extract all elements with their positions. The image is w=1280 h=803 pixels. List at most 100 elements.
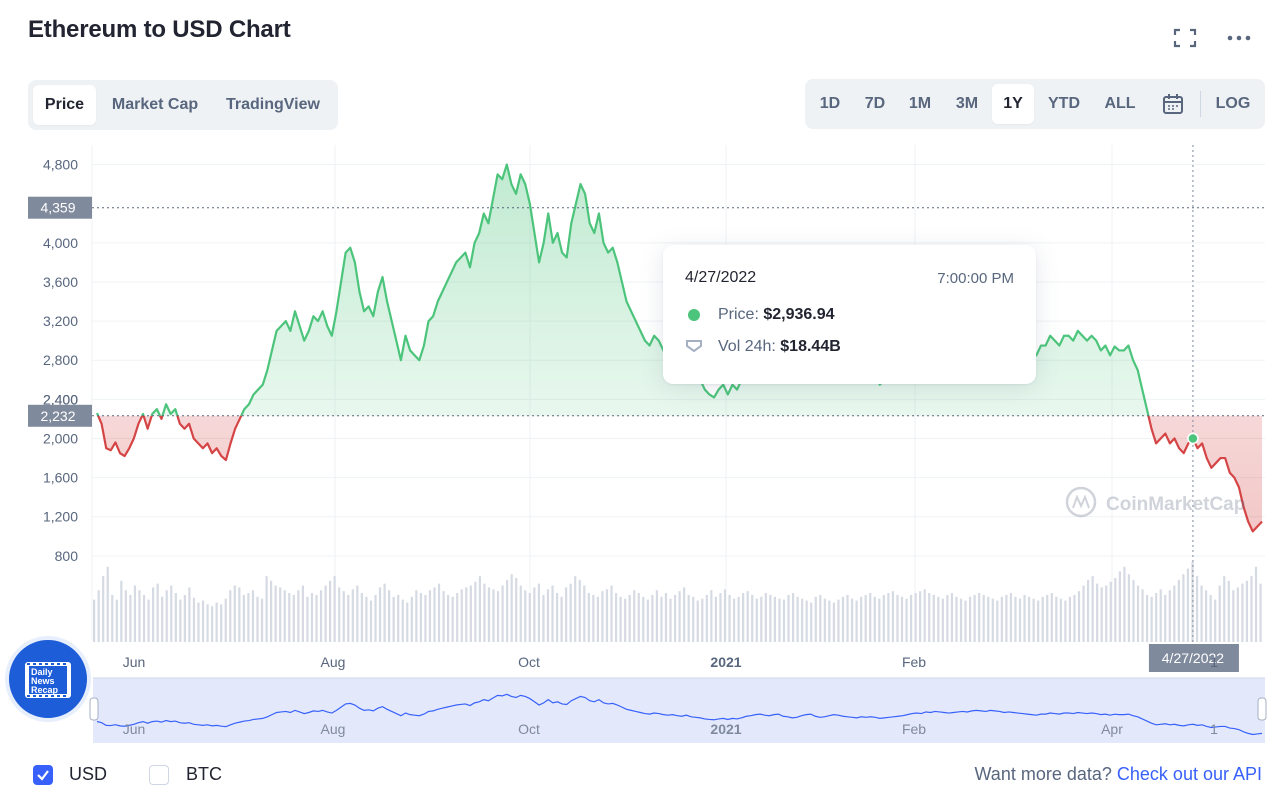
- volume-bar: [755, 598, 758, 642]
- high-marker-badge: [28, 196, 92, 219]
- y-tick-label: 1,200: [43, 509, 78, 525]
- volume-bar: [1245, 580, 1249, 642]
- volume-bar: [1114, 578, 1117, 642]
- volume-bar: [991, 598, 994, 642]
- more-data-text: Want more data?: [974, 764, 1112, 784]
- volume-bar: [592, 594, 595, 642]
- api-link[interactable]: Check out our API: [1116, 764, 1262, 784]
- tooltip-price-row: Price: $2,936.94: [718, 306, 835, 324]
- volume-bar: [619, 596, 622, 642]
- volume-bar: [115, 599, 118, 642]
- volume-bar: [791, 593, 795, 642]
- volume-bar: [955, 596, 958, 642]
- volume-bar: [1105, 585, 1108, 642]
- volume-bar: [701, 598, 704, 642]
- volume-bar: [1037, 600, 1040, 642]
- range-1m[interactable]: 1M: [908, 95, 932, 112]
- volume-bar: [537, 583, 540, 642]
- range-7d[interactable]: 7D: [864, 95, 886, 112]
- volume-bar: [705, 594, 708, 642]
- volume-bar: [220, 604, 223, 642]
- volume-bar: [841, 596, 845, 642]
- volume-bar: [928, 593, 931, 642]
- volume-bar: [678, 591, 681, 642]
- price-chart[interactable]: 800 1,200 1,600 2,000 2,400 2,800 3,200 3,600 4,…: [0, 140, 1280, 750]
- volume-bar: [1150, 596, 1153, 642]
- page-title: Ethereum to USD Chart: [28, 16, 291, 43]
- calendar-icon[interactable]: [1162, 91, 1184, 117]
- tab-market-cap[interactable]: Market Cap: [111, 96, 199, 113]
- log-toggle[interactable]: LOG: [1215, 95, 1251, 112]
- volume-bar: [692, 596, 695, 642]
- usd-checkbox[interactable]: [33, 765, 53, 785]
- volume-bar: [428, 590, 432, 642]
- volume-bar: [805, 600, 808, 642]
- volume-bar: [941, 598, 944, 642]
- tooltip-price-value: $2,936.94: [763, 306, 835, 323]
- volume-bar: [1064, 600, 1067, 642]
- volume-bar: [1204, 590, 1208, 642]
- volume-bar: [451, 596, 454, 642]
- range-ytd[interactable]: YTD: [1048, 95, 1080, 112]
- volume-bar: [614, 593, 618, 642]
- volume-bar: [1141, 589, 1144, 642]
- x-tick-label: 2021: [710, 654, 741, 670]
- volume-bar: [1236, 587, 1239, 642]
- volume-bar: [1177, 579, 1180, 642]
- volume-bar: [660, 596, 663, 642]
- volume-bar: [864, 594, 867, 642]
- volume-bar: [987, 596, 990, 642]
- view-tab-group: Price Market Cap TradingView: [28, 80, 338, 130]
- volume-bar: [229, 590, 232, 642]
- volume-bar: [1155, 593, 1158, 642]
- volume-bar: [1027, 596, 1031, 642]
- volume-bar: [183, 594, 186, 642]
- volume-bar: [251, 590, 255, 642]
- volume-bar: [669, 598, 672, 642]
- volume-bar: [1123, 566, 1126, 642]
- range-3m[interactable]: 3M: [955, 95, 979, 112]
- volume-bar: [996, 600, 999, 642]
- volume-bar: [1109, 581, 1112, 642]
- volume-bar: [891, 591, 895, 642]
- more-options-icon[interactable]: [1224, 27, 1254, 49]
- volume-bar: [1241, 583, 1244, 642]
- fullscreen-icon[interactable]: [1172, 27, 1198, 49]
- volume-bar: [633, 590, 636, 642]
- volume-bar: [828, 600, 831, 642]
- volume-bar: [909, 594, 913, 642]
- volume-bar: [723, 589, 727, 642]
- navigator-handle-right[interactable]: [1257, 697, 1267, 721]
- range-all[interactable]: ALL: [1104, 95, 1136, 112]
- low-marker-badge: [28, 404, 92, 427]
- volume-bar: [279, 587, 282, 642]
- price-legend-dot: [688, 309, 700, 321]
- watermark: CoinMarketCap: [1065, 486, 1245, 518]
- range-1y[interactable]: 1Y: [992, 84, 1034, 124]
- volume-bar: [133, 585, 137, 642]
- volume-bar: [260, 598, 264, 642]
- volume-bar: [860, 596, 863, 642]
- area-below-baseline: [97, 415, 1262, 532]
- volume-bar: [533, 587, 536, 642]
- volume-bar: [596, 596, 600, 642]
- volume-bar: [1077, 591, 1081, 642]
- volume-bar: [846, 594, 849, 642]
- watermark-mark: [1072, 494, 1090, 509]
- volume-bar: [751, 594, 754, 642]
- watermark-text: CoinMarketCap: [1106, 494, 1245, 515]
- volume-bar: [347, 594, 350, 642]
- navigator-tick-label: 2021: [710, 721, 741, 737]
- range-1d[interactable]: 1D: [819, 95, 841, 112]
- navigator-handle-left[interactable]: [89, 697, 99, 721]
- tab-price[interactable]: Price: [33, 85, 96, 125]
- btc-checkbox[interactable]: [149, 765, 169, 785]
- tab-tradingview[interactable]: TradingView: [226, 96, 320, 113]
- volume-bar: [256, 596, 259, 642]
- volume-bar: [333, 576, 336, 642]
- volume-bar: [569, 583, 572, 642]
- volume-bar: [93, 599, 96, 642]
- volume-bar: [964, 600, 967, 642]
- volume-bar: [1000, 596, 1003, 642]
- volume-bar: [510, 574, 513, 642]
